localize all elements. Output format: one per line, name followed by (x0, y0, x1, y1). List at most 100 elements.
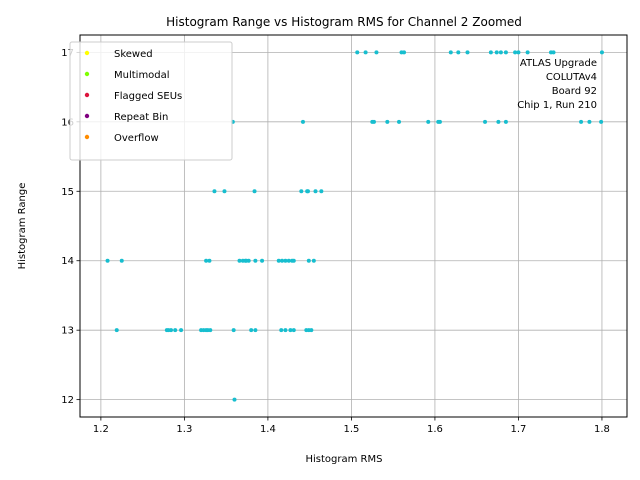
data-point (208, 328, 213, 333)
data-point (319, 189, 324, 194)
data-point (494, 50, 499, 55)
data-point (253, 328, 258, 333)
y-tick-label: 13 (61, 326, 74, 337)
data-point (119, 258, 124, 263)
data-point (306, 258, 311, 263)
x-tick-label: 1.3 (176, 424, 192, 435)
plot-frame (79, 34, 628, 418)
data-point (283, 328, 288, 333)
annotation-line: ATLAS Upgrade (520, 58, 597, 69)
y-tick-label: 17 (61, 48, 74, 59)
data-point (513, 50, 518, 55)
legend-box (69, 41, 233, 161)
data-point (516, 50, 521, 55)
data-point (551, 50, 556, 55)
data-point (207, 258, 212, 263)
y-tick-label: 16 (61, 117, 74, 128)
data-point (498, 50, 503, 55)
legend-marker (84, 50, 90, 56)
x-tick-label: 1.7 (510, 424, 526, 435)
data-point (437, 119, 442, 124)
data-point (503, 50, 508, 55)
data-point (246, 258, 251, 263)
data-point (299, 189, 304, 194)
data-point (237, 258, 242, 263)
data-point (355, 50, 360, 55)
legend-marker (84, 134, 90, 140)
data-point (579, 119, 584, 124)
legend-label: Multimodal (114, 70, 170, 81)
x-axis-label: Histogram RMS (306, 454, 383, 465)
data-point (465, 50, 470, 55)
data-point (374, 50, 379, 55)
data-point (253, 258, 258, 263)
data-point (599, 119, 604, 124)
data-point (114, 328, 119, 333)
data-point (488, 50, 493, 55)
data-point (231, 328, 236, 333)
legend-marker (84, 113, 90, 119)
data-point (249, 328, 254, 333)
x-tick-label: 1.8 (594, 424, 610, 435)
data-point (280, 258, 285, 263)
data-point (300, 119, 305, 124)
data-point (286, 258, 291, 263)
data-points (105, 50, 604, 402)
y-axis-ticks: 12 13 14 15 16 17 (61, 48, 80, 406)
data-point (599, 50, 604, 55)
data-point (402, 50, 407, 55)
data-point (169, 328, 174, 333)
data-point (105, 258, 110, 263)
data-point (587, 119, 592, 124)
annotation-text: ATLAS Upgrade COLUTAv4 Board 92 Chip 1, Run… (517, 58, 597, 111)
legend-label: Repeat Bin (114, 112, 168, 123)
y-tick-label: 15 (61, 187, 74, 198)
data-point (426, 119, 431, 124)
legend-label: Overflow (114, 133, 159, 144)
x-tick-label: 1.5 (343, 424, 359, 435)
legend: Skewed Multimodal Flagged SEUs Repeat Bin Ov… (69, 41, 233, 161)
data-point (483, 119, 488, 124)
data-point (232, 397, 237, 402)
y-tick-label: 14 (61, 256, 74, 267)
chart-title: Histogram Range vs Histogram RMS for Cha… (166, 15, 522, 29)
data-point (525, 50, 530, 55)
data-point (173, 328, 178, 333)
data-point (179, 328, 184, 333)
data-point (385, 119, 390, 124)
legend-marker (84, 71, 90, 77)
data-point (204, 258, 209, 263)
data-point (371, 119, 376, 124)
annotation-line: Board 92 (552, 86, 597, 97)
data-point (456, 50, 461, 55)
data-point (222, 189, 227, 194)
x-tick-label: 1.4 (260, 424, 276, 435)
data-point (363, 50, 368, 55)
data-point (311, 258, 316, 263)
data-point (503, 119, 508, 124)
annotation-line: Chip 1, Run 210 (517, 100, 597, 111)
legend-marker (84, 92, 90, 98)
data-point (448, 50, 453, 55)
y-tick-label: 12 (61, 395, 74, 406)
data-point (313, 189, 318, 194)
data-point (283, 258, 288, 263)
data-point (279, 328, 284, 333)
data-point (288, 328, 293, 333)
x-tick-label: 1.6 (427, 424, 443, 435)
data-point (291, 258, 296, 263)
data-point (252, 189, 257, 194)
data-point (291, 328, 296, 333)
annotation-line: COLUTAv4 (546, 72, 597, 83)
data-point (309, 328, 314, 333)
x-tick-label: 1.2 (93, 424, 109, 435)
legend-label: Flagged SEUs (114, 91, 182, 102)
data-point (212, 189, 217, 194)
data-point (276, 258, 281, 263)
data-point (397, 119, 402, 124)
data-point (260, 258, 265, 263)
y-axis-label: Histogram Range (17, 183, 28, 270)
x-axis-ticks: 1.2 1.3 1.4 1.5 1.6 1.7 1.8 (93, 417, 610, 435)
data-point (496, 119, 501, 124)
